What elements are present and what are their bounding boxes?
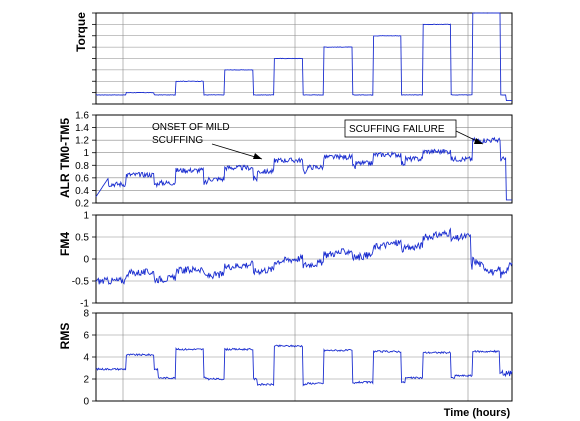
alr-y-tick-label: 1.4 — [75, 123, 89, 134]
fm4-plot-frame — [95, 214, 513, 304]
alr-panel: 1.61.4 1.21 0.80.6 0.4 0.2 — [75, 111, 513, 210]
annotation-onset-arrowhead — [253, 153, 262, 159]
alr-y-tick-label: 1.6 — [75, 111, 89, 122]
rms-panel: 8 6 4 2 0 — [83, 309, 513, 408]
alr-axis-label: ALR TM0-TM5 — [58, 118, 72, 198]
rms-y-tick-label: 6 — [83, 331, 89, 342]
fm4-series-line — [95, 227, 513, 285]
annotation-failure-label: SCUFFING FAILURE — [349, 124, 445, 135]
fm4-y-tick-label: 0 — [83, 255, 89, 266]
rms-y-tick-label: 0 — [83, 397, 89, 408]
x-axis-label: Time (hours) — [444, 407, 511, 419]
rms-y-tick-label: 2 — [83, 375, 89, 386]
alr-y-tick-label: 0.4 — [75, 186, 89, 197]
alr-y-tick-label: 0.2 — [75, 199, 89, 210]
torque-plot-frame — [95, 12, 513, 105]
alr-y-tick-label: 1.2 — [75, 136, 89, 147]
annotation-failure-box — [344, 119, 457, 138]
torque-panel — [92, 12, 513, 105]
rms-series-line — [95, 344, 513, 387]
fm4-y-tick-label: 0.5 — [75, 233, 89, 244]
fm4-panel: 1 0.5 0 -0.5 -1 — [72, 211, 513, 310]
annotation-onset-line2: SCUFFING — [152, 135, 203, 146]
alr-y-tick-label: 1 — [83, 148, 89, 159]
fm4-y-tick-label: 1 — [83, 211, 89, 222]
alr-y-tick-label: 0.8 — [75, 161, 89, 172]
rms-plot-frame — [95, 312, 513, 402]
torque-axis-label: Torque — [74, 12, 88, 52]
alr-plot-frame — [95, 114, 513, 204]
fm4-y-tick-label: -1 — [80, 299, 89, 310]
rms-y-tick-label: 8 — [83, 309, 89, 320]
rms-y-tick-label: 4 — [83, 353, 89, 364]
alr-y-tick-label: 0.6 — [75, 173, 89, 184]
fm4-axis-label: FM4 — [58, 232, 72, 256]
annotation-onset-arrow — [211, 143, 263, 160]
rms-axis-label: RMS — [58, 323, 72, 350]
annotation-onset-line1: ONSET OF MILD — [152, 122, 230, 133]
alr-series-line — [95, 136, 512, 201]
annotation-failure-arrowhead — [474, 138, 483, 144]
fm4-y-tick-label: -0.5 — [72, 277, 90, 288]
torque-series-line — [96, 12, 512, 102]
